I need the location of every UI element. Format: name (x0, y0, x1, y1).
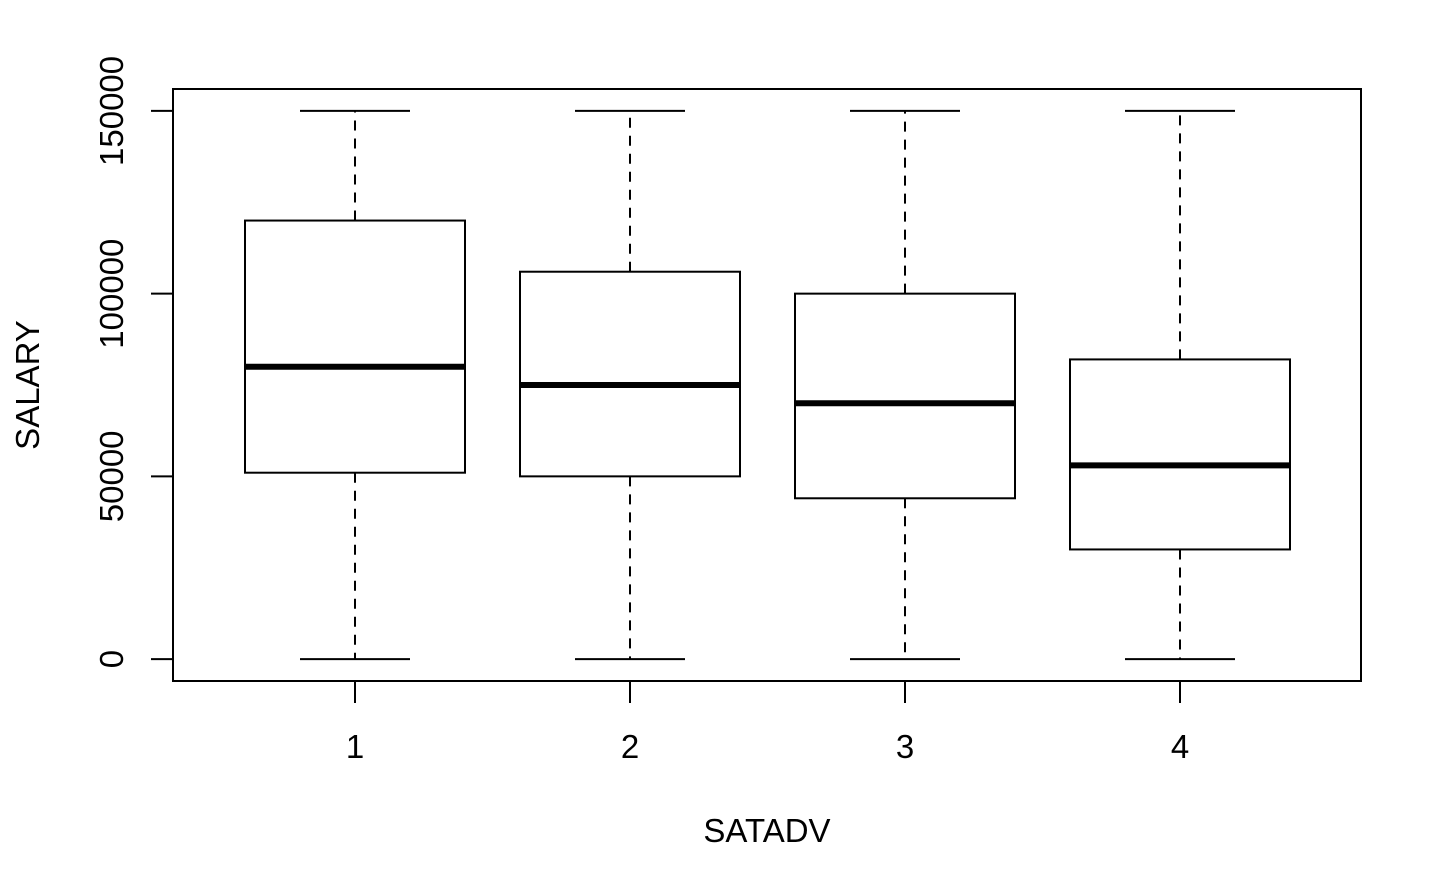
x-tick-label-1: 1 (346, 728, 364, 765)
y-tick-label-150000: 150000 (93, 56, 130, 166)
box-group-3 (794, 109, 1016, 661)
box-1 (244, 219, 466, 474)
y-tick-label-0: 0 (93, 650, 130, 668)
x-tick-label-3: 3 (896, 728, 914, 765)
boxes-layer (244, 109, 1291, 661)
box-2 (519, 270, 741, 478)
x-axis-title: SATADV (703, 812, 830, 849)
plot-frame (172, 88, 1362, 682)
box-4 (1069, 358, 1291, 551)
box-3 (794, 292, 1016, 500)
box-group-1 (244, 109, 466, 661)
y-axis-title: SALARY (9, 320, 46, 450)
box-group-4 (1069, 109, 1291, 661)
x-tick-label-2: 2 (621, 728, 639, 765)
y-tick-label-50000: 50000 (93, 430, 130, 522)
y-tick-label-100000: 100000 (93, 239, 130, 349)
y-axis: 0 50000 100000 150000 (93, 56, 173, 668)
box-group-2 (519, 109, 741, 661)
x-axis: 1 2 3 4 (346, 681, 1189, 765)
x-tick-label-4: 4 (1171, 728, 1189, 765)
